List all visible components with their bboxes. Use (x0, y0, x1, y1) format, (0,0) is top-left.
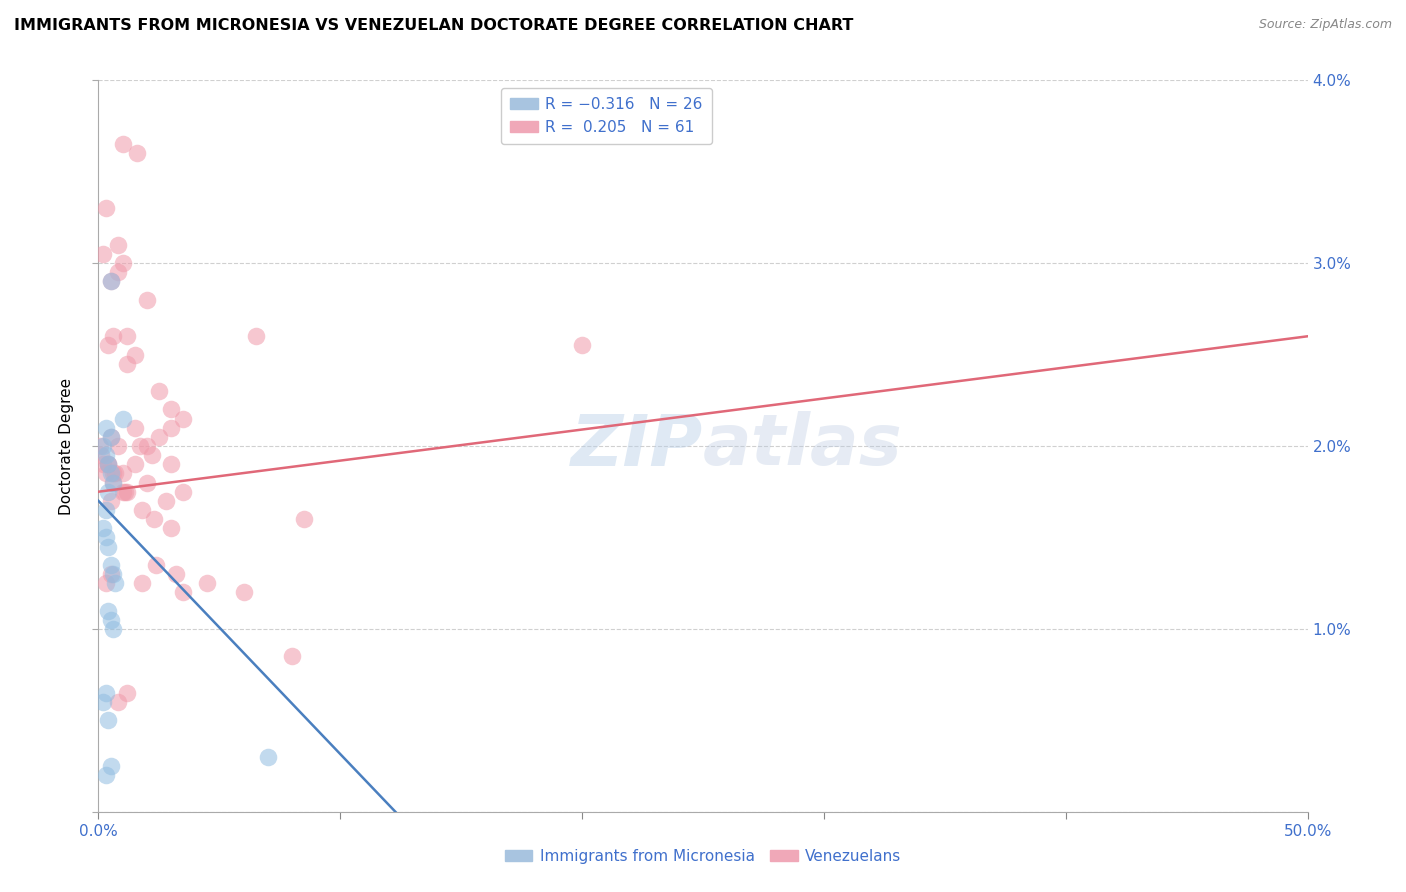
Point (127, 146, 149, 161)
Point (101, 567, 124, 582)
Point (100, 494, 122, 508)
Point (94, 202, 117, 216)
Point (101, 329, 124, 343)
Point (91, 247, 114, 261)
Point (135, 293, 157, 307)
Point (256, 749, 278, 764)
Point (117, 329, 139, 343)
Point (195, 576, 218, 591)
Point (104, 467, 127, 481)
Point (107, 238, 129, 252)
Point (100, 613, 122, 627)
Point (101, 475, 124, 490)
Text: atlas: atlas (703, 411, 903, 481)
Point (117, 686, 139, 700)
Point (91, 521, 114, 535)
Point (135, 475, 157, 490)
Point (94, 576, 117, 591)
Point (101, 622, 124, 636)
Point (111, 256, 134, 270)
Point (100, 467, 122, 481)
Point (91, 695, 114, 709)
Point (100, 275, 122, 289)
Point (97, 458, 120, 472)
Point (97, 458, 120, 472)
Point (124, 421, 146, 435)
Point (97, 338, 120, 352)
Point (160, 421, 183, 435)
Point (101, 475, 124, 490)
Point (91, 458, 114, 472)
Point (97, 714, 120, 728)
Point (100, 430, 122, 444)
Point (111, 137, 134, 152)
Point (131, 503, 153, 517)
Point (97, 484, 120, 499)
Point (117, 484, 139, 499)
Point (100, 558, 122, 572)
Point (94, 448, 117, 462)
Point (124, 348, 146, 362)
Point (94, 768, 117, 782)
Point (111, 484, 134, 499)
Point (143, 512, 166, 526)
Point (160, 521, 183, 535)
Point (160, 458, 183, 472)
Point (141, 448, 163, 462)
Point (281, 649, 304, 664)
Point (128, 439, 150, 453)
Point (292, 512, 315, 526)
Point (94, 467, 117, 481)
Point (172, 411, 194, 425)
Point (172, 484, 194, 499)
Point (145, 558, 167, 572)
Point (104, 576, 127, 591)
Point (172, 585, 194, 599)
Text: ZIP: ZIP (571, 411, 703, 481)
Point (100, 759, 122, 773)
Point (165, 567, 187, 582)
Point (101, 467, 124, 481)
Point (97, 603, 120, 617)
Point (111, 411, 134, 425)
Text: Source: ZipAtlas.com: Source: ZipAtlas.com (1258, 18, 1392, 31)
Point (114, 484, 136, 499)
Point (135, 439, 157, 453)
Point (571, 338, 593, 352)
Point (100, 567, 122, 582)
Point (97, 458, 120, 472)
Point (90, 448, 112, 462)
Y-axis label: Doctorate Degree: Doctorate Degree (59, 377, 75, 515)
Point (124, 458, 146, 472)
Point (94, 530, 117, 544)
Point (100, 430, 122, 444)
Point (100, 275, 122, 289)
Point (91, 439, 114, 453)
Point (107, 265, 129, 279)
Point (155, 494, 177, 508)
Point (148, 384, 170, 399)
Legend: Immigrants from Micronesia, Venezuelans: Immigrants from Micronesia, Venezuelans (499, 843, 907, 870)
Text: IMMIGRANTS FROM MICRONESIA VS VENEZUELAN DOCTORATE DEGREE CORRELATION CHART: IMMIGRANTS FROM MICRONESIA VS VENEZUELAN… (14, 18, 853, 33)
Point (245, 329, 267, 343)
Point (117, 357, 139, 371)
Point (94, 503, 117, 517)
Point (111, 467, 134, 481)
Point (107, 439, 129, 453)
Point (131, 576, 153, 591)
Point (148, 430, 170, 444)
Point (232, 585, 254, 599)
Point (94, 421, 117, 435)
Point (107, 695, 129, 709)
Point (97, 540, 120, 554)
Point (89, 439, 111, 453)
Point (160, 402, 183, 417)
Point (94, 686, 117, 700)
